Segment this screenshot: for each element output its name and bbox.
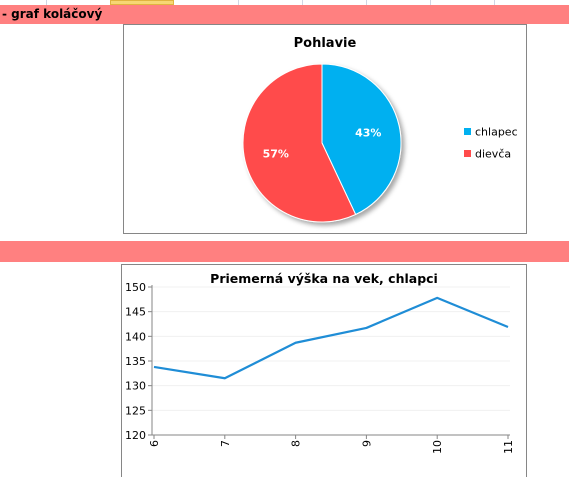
pie-chart-title: Pohlavie	[293, 36, 357, 51]
selected-cell[interactable]	[110, 0, 174, 5]
legend-item-chlapec: chlapec	[475, 126, 518, 139]
y-tick-label: 120	[125, 429, 146, 442]
section-header-band: - graf koláčový	[0, 5, 569, 24]
y-tick-label: 130	[125, 380, 146, 393]
section-separator-band	[0, 241, 569, 262]
x-tick-label: 6	[148, 440, 161, 447]
grid-line	[494, 0, 495, 5]
y-tick-label: 145	[125, 306, 146, 319]
legend-swatch	[464, 150, 471, 157]
x-tick-label: 9	[360, 440, 373, 447]
grid-line	[430, 0, 431, 5]
line-chart[interactable]: Priemerná výška na vek, chlapci 120 125 13…	[121, 264, 527, 477]
line-chart-title: Priemerná výška na vek, chlapci	[210, 271, 438, 286]
pie-slice-dievča[interactable]	[242, 63, 357, 223]
pie-data-label: 57%	[263, 147, 289, 160]
legend-item-dievča: dievča	[475, 148, 511, 161]
grid-line	[46, 0, 47, 5]
series-line[interactable]	[153, 296, 509, 380]
grid-line	[366, 0, 367, 5]
y-tick-label: 135	[125, 355, 146, 368]
x-tick-label: 11	[502, 440, 515, 454]
y-tick-label: 125	[125, 404, 146, 417]
x-tick-label: 8	[290, 440, 303, 447]
pie-slice-chlapec[interactable]	[321, 63, 402, 216]
y-tick-label: 140	[125, 330, 146, 343]
section-title: - graf koláčový	[2, 7, 103, 21]
grid-line	[302, 0, 303, 5]
pie-chart[interactable]: Pohlavie 43% 57% chlapec dievča	[123, 24, 527, 234]
grid-line	[238, 0, 239, 5]
legend-swatch	[464, 128, 471, 135]
x-tick-label: 7	[219, 440, 232, 447]
x-tick-label: 10	[431, 440, 444, 454]
y-tick-label: 150	[125, 281, 146, 294]
pie-data-label: 43%	[355, 127, 381, 140]
line-chart-plot: 120 125 130 135 140 145 150 6 7 8 9 10 11	[125, 281, 515, 454]
pie-chart-plot: 43% 57% chlapec dievča	[242, 63, 518, 223]
